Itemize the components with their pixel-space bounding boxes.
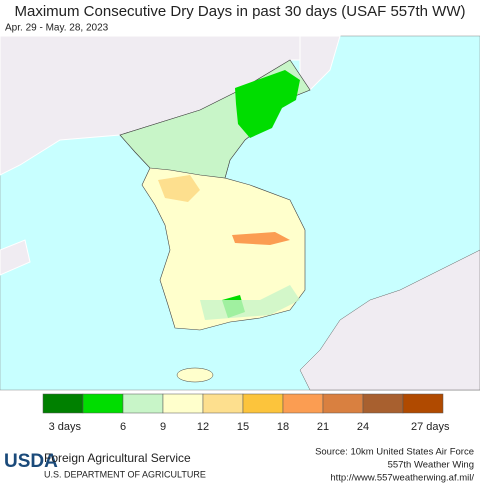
legend-label: 27 days xyxy=(411,421,450,433)
usda-logo: USDA xyxy=(4,451,58,472)
legend-label: 24 xyxy=(357,421,369,433)
legend-swatch xyxy=(122,393,164,414)
agency: Foreign Agricultural Service xyxy=(44,451,191,465)
dry-patch-15 xyxy=(158,175,200,202)
legend-swatch xyxy=(322,393,364,414)
footer: USDA Foreign Agricultural Service U.S. D… xyxy=(4,447,474,484)
legend-swatch xyxy=(362,393,404,414)
japan xyxy=(299,249,480,391)
map xyxy=(0,35,480,391)
title: Maximum Consecutive Dry Days in past 30 … xyxy=(15,3,466,20)
legend-swatch xyxy=(162,393,204,414)
legend-swatch xyxy=(42,393,84,414)
legend-swatch xyxy=(82,393,124,414)
dry-patch-6 xyxy=(235,70,300,138)
source-line: http://www.557weatherwing.af.mil/ xyxy=(330,473,474,484)
dry-patch-21 xyxy=(232,232,290,245)
legend-label: 12 xyxy=(197,421,209,433)
legend-label: 3 days xyxy=(49,421,82,433)
source-line: 557th Weather Wing xyxy=(388,460,474,471)
south-green xyxy=(200,285,300,320)
department: U.S. DEPARTMENT OF AGRICULTURE xyxy=(44,469,206,479)
legend-swatch xyxy=(242,393,284,414)
legend-label: 9 xyxy=(160,421,166,433)
source-line: Source: 10km United States Air Force xyxy=(315,447,474,458)
jeju xyxy=(176,367,214,383)
legend-label: 21 xyxy=(317,421,329,433)
legend-label: 15 xyxy=(237,421,249,433)
legend-swatch xyxy=(402,393,444,414)
legend-swatch xyxy=(282,393,324,414)
legend-label: 18 xyxy=(277,421,289,433)
shandong xyxy=(0,239,31,276)
legend: 3 days 6 9 12 15 18 21 24 27 days xyxy=(42,393,450,433)
legend-label: 6 xyxy=(120,421,126,433)
legend-swatch xyxy=(202,393,244,414)
subtitle: Apr. 29 - May. 28, 2023 xyxy=(5,23,109,34)
russia xyxy=(299,35,341,91)
